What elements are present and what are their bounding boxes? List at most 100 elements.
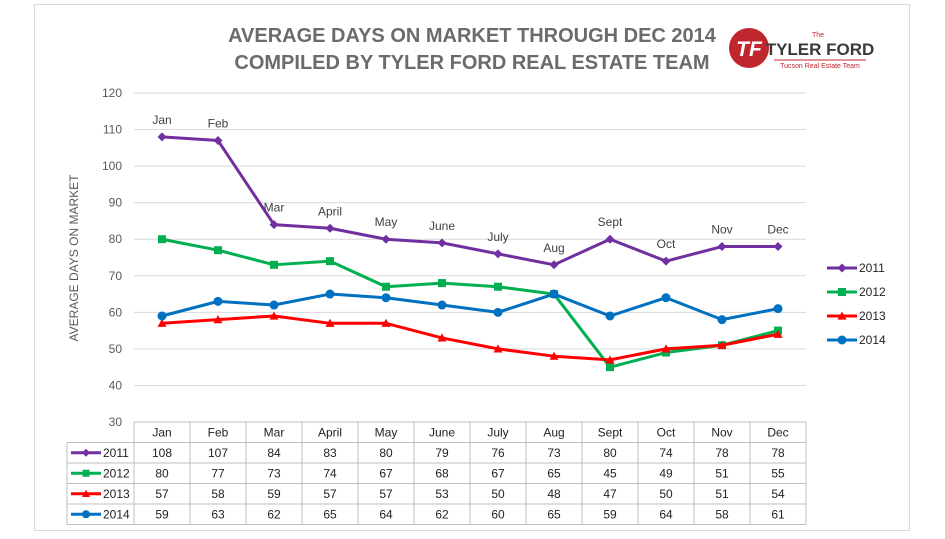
table-cell-value: 79 — [435, 446, 449, 460]
data-point — [326, 257, 334, 266]
series-2013 — [157, 311, 783, 364]
brand-logo: TF The TYLER FORD Tucson Real Estate Tea… — [729, 28, 874, 70]
x-tick-label: Sept — [598, 426, 623, 440]
table-legend-key-marker — [82, 489, 90, 497]
point-annotation: May — [375, 215, 398, 229]
y-tick-labels: 30 40 50 60 70 80 90 100 110 120 — [102, 86, 122, 429]
point-annotation: June — [429, 219, 455, 233]
data-point — [157, 132, 167, 142]
point-annotation: Jan — [152, 113, 171, 127]
data-point — [157, 311, 167, 321]
x-tick-label: Jan — [152, 426, 171, 440]
table-cell-value: 58 — [211, 487, 225, 501]
y-tick-label: 80 — [109, 232, 123, 246]
table-cell-value: 73 — [267, 466, 281, 480]
table-cell-value: 55 — [771, 466, 785, 480]
data-point — [325, 289, 335, 299]
point-annotation: April — [318, 204, 342, 218]
x-tick-label: May — [375, 426, 398, 440]
y-tick-label: 120 — [102, 86, 122, 100]
y-tick-label: 110 — [103, 123, 122, 137]
table-series-label: 2012 — [103, 466, 130, 480]
data-point — [773, 304, 783, 314]
logo-monogram: TF — [736, 38, 763, 61]
point-annotation: Oct — [657, 237, 676, 251]
data-point — [269, 300, 279, 310]
series-line — [161, 237, 779, 369]
table-cell-value: 57 — [379, 487, 393, 501]
point-annotation: July — [487, 230, 508, 244]
series-2011 — [157, 132, 783, 270]
point-annotation: Aug — [543, 241, 564, 255]
table-legend-key-marker — [82, 469, 90, 477]
point-annotation: Sept — [598, 215, 623, 229]
gridlines — [134, 92, 806, 386]
chart-title-line-2: COMPILED BY TYLER FORD REAL ESTATE TEAM — [234, 52, 709, 74]
legend-key-marker — [837, 335, 847, 345]
table-cell-value: 63 — [211, 507, 225, 521]
table-cell-value: 49 — [659, 466, 673, 480]
table-cell-value: 50 — [659, 487, 673, 501]
data-point — [606, 363, 614, 372]
y-tick-label: 30 — [109, 415, 123, 429]
legend-item: 2013 — [827, 309, 886, 323]
logo-name: TYLER FORD — [766, 40, 875, 59]
data-point — [549, 351, 559, 360]
legend-item: 2011 — [827, 261, 885, 275]
data-point — [493, 344, 503, 353]
series-line — [161, 135, 778, 267]
table-legend-key-marker — [82, 510, 90, 519]
table-cell-value: 62 — [435, 507, 449, 521]
x-tick-label: Dec — [767, 426, 788, 440]
table-cell-value: 51 — [715, 466, 729, 480]
table-cell-value: 64 — [379, 507, 393, 521]
table-series-label: 2011 — [103, 446, 129, 460]
table-cell-value: 68 — [435, 466, 449, 480]
data-point — [662, 348, 670, 357]
data-point — [213, 315, 223, 324]
series-2014 — [157, 289, 783, 325]
data-point — [661, 256, 671, 266]
logo-small-text: The — [812, 32, 824, 39]
logo-badge — [729, 28, 769, 68]
data-point — [437, 300, 447, 310]
data-point — [325, 223, 335, 233]
table-cell-value: 80 — [379, 446, 393, 460]
x-tick-label: June — [429, 426, 455, 440]
y-tick-label: 90 — [109, 196, 123, 210]
table-cell-value: 74 — [659, 446, 673, 460]
data-point — [605, 355, 615, 364]
y-tick-label: 60 — [109, 305, 123, 319]
table-cell-value: 65 — [547, 507, 561, 521]
table-cell-value: 59 — [603, 507, 617, 521]
data-point — [382, 282, 390, 291]
series-line — [161, 292, 779, 322]
y-tick-label: 50 — [109, 342, 123, 356]
data-point — [493, 307, 503, 317]
table-cell-value: 76 — [491, 446, 505, 460]
data-point — [773, 329, 783, 338]
data-table: Jan Feb Mar April May June July Aug Sept Oct Nov De… — [66, 421, 807, 525]
table-cell-value: 67 — [491, 466, 505, 480]
data-point — [213, 136, 223, 146]
table-cell-value: 74 — [323, 466, 337, 480]
x-tick-label: Mar — [264, 426, 285, 440]
table-cell-value: 59 — [267, 487, 281, 501]
series-line — [161, 314, 779, 362]
legend-item: 2012 — [827, 285, 886, 299]
table-cell-value: 78 — [771, 446, 785, 460]
data-point — [325, 318, 335, 327]
legend: 2011 2012 2013 2014 — [827, 261, 886, 347]
table-cell-value: 107 — [208, 446, 228, 460]
table-cell-value: 48 — [547, 487, 561, 501]
data-point — [549, 260, 559, 270]
data-point — [158, 235, 166, 244]
table-cell-value: 67 — [379, 466, 393, 480]
data-point — [437, 333, 447, 342]
table-cell-value: 64 — [659, 507, 673, 521]
x-tick-label: Feb — [208, 426, 229, 440]
data-point — [269, 220, 279, 230]
table-cell-value: 84 — [267, 446, 281, 460]
table-cell-value: 83 — [323, 446, 337, 460]
table-series-label: 2014 — [103, 507, 130, 521]
